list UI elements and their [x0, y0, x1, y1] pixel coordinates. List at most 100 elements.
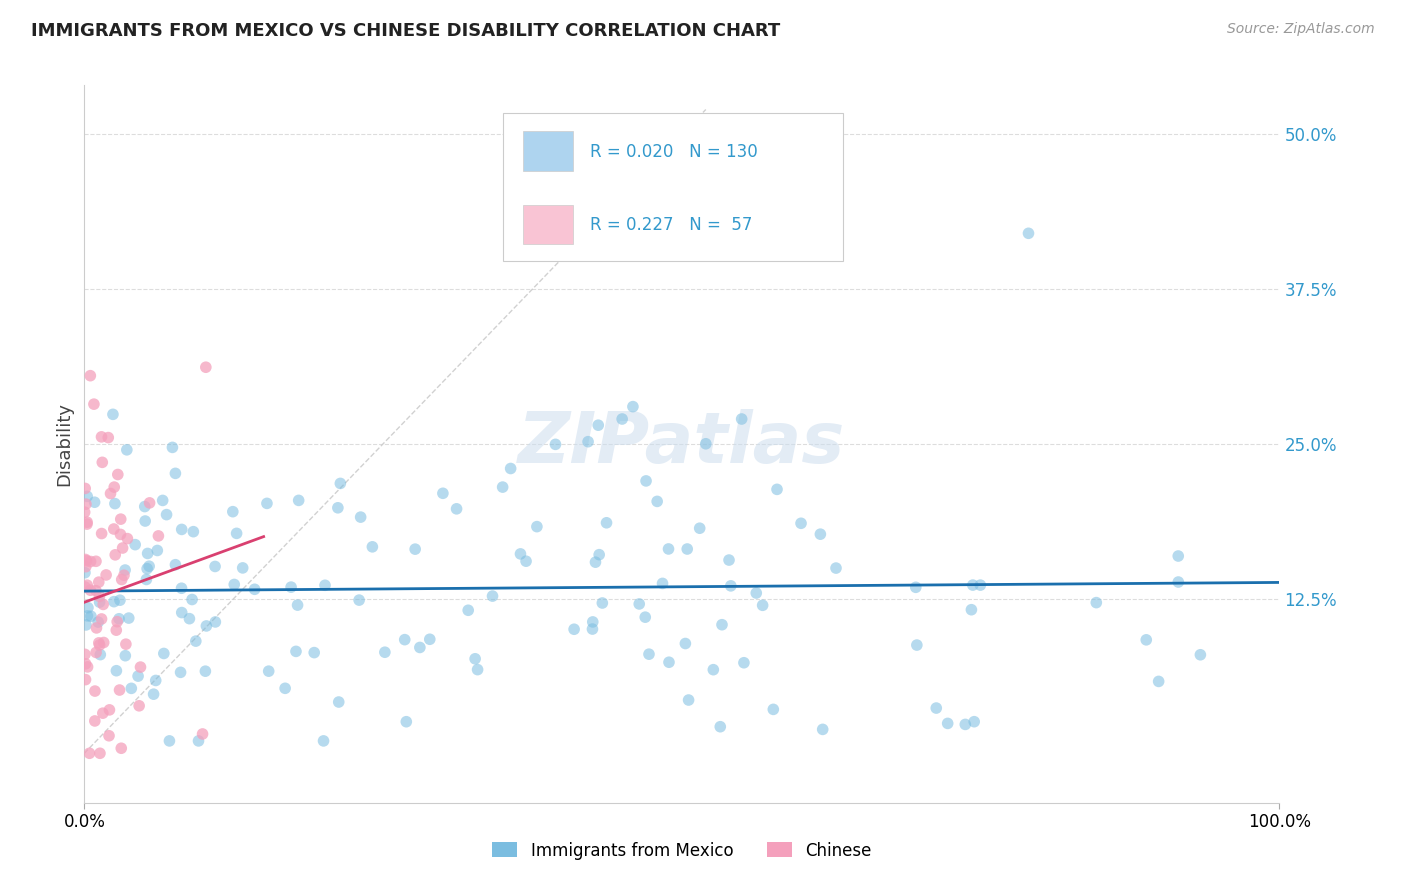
Point	[79, 368, 101, 383]
Point	[326, 500, 349, 515]
Point	[91, 455, 114, 469]
Text: ZIPatlas: ZIPatlas	[519, 409, 845, 478]
Point	[409, 640, 432, 655]
Point	[110, 527, 132, 541]
Point	[905, 638, 928, 652]
Point	[110, 741, 132, 756]
Point	[711, 617, 734, 632]
Point	[90, 526, 112, 541]
Point	[169, 665, 191, 680]
Point	[77, 600, 100, 615]
Point	[925, 701, 948, 715]
Point	[657, 541, 679, 556]
Point	[73, 505, 96, 519]
Point	[374, 645, 396, 659]
Point	[155, 508, 177, 522]
Point	[285, 644, 308, 658]
Point	[904, 580, 927, 594]
Point	[645, 494, 668, 508]
Point	[94, 568, 117, 582]
Point	[745, 586, 768, 600]
Point	[720, 579, 742, 593]
Point	[75, 552, 97, 566]
Point	[673, 636, 696, 650]
Point	[811, 723, 834, 737]
Point	[114, 563, 136, 577]
Point	[731, 412, 754, 426]
Point	[1085, 596, 1108, 610]
Point	[969, 578, 991, 592]
Point	[87, 575, 110, 590]
Point	[404, 542, 426, 557]
Point	[76, 554, 98, 568]
Point	[499, 461, 522, 475]
Point	[108, 612, 131, 626]
Point	[84, 583, 107, 598]
Point	[170, 606, 193, 620]
Point	[960, 603, 983, 617]
Point	[651, 576, 673, 591]
Point	[582, 615, 605, 629]
Point	[87, 615, 110, 629]
Point	[936, 716, 959, 731]
Point	[1147, 674, 1170, 689]
Point	[170, 523, 193, 537]
Point	[136, 562, 159, 576]
Point	[581, 622, 603, 636]
Point	[73, 566, 96, 580]
Point	[194, 664, 217, 678]
Point	[138, 559, 160, 574]
Point	[195, 619, 218, 633]
Point	[73, 580, 96, 594]
Point	[76, 660, 98, 674]
Point	[544, 437, 567, 451]
Point	[107, 467, 129, 482]
Point	[98, 703, 121, 717]
Point	[1167, 549, 1189, 563]
Point	[509, 547, 531, 561]
Point	[287, 493, 309, 508]
Point	[204, 615, 226, 629]
Point	[76, 489, 98, 503]
Point	[751, 599, 773, 613]
Point	[128, 698, 150, 713]
Point	[287, 598, 309, 612]
Point	[80, 609, 103, 624]
Text: R = 0.227   N =  57: R = 0.227 N = 57	[591, 216, 752, 234]
Point	[328, 695, 350, 709]
Legend: Immigrants from Mexico, Chinese: Immigrants from Mexico, Chinese	[485, 835, 879, 866]
Point	[676, 541, 699, 556]
Point	[446, 501, 468, 516]
Point	[97, 431, 120, 445]
Point	[695, 436, 717, 450]
Point	[224, 577, 246, 591]
Point	[79, 555, 101, 569]
Point	[108, 683, 131, 698]
Point	[709, 720, 731, 734]
Point	[148, 529, 170, 543]
Point	[394, 632, 416, 647]
Point	[76, 515, 98, 529]
Point	[84, 684, 107, 698]
Point	[145, 673, 167, 688]
Point	[963, 714, 986, 729]
Point	[105, 664, 128, 678]
Point	[84, 645, 107, 659]
Point	[105, 615, 128, 629]
Point	[75, 673, 97, 687]
Point	[634, 610, 657, 624]
Point	[73, 648, 96, 662]
Point	[90, 612, 112, 626]
Point	[766, 483, 789, 497]
Point	[83, 495, 105, 509]
Point	[612, 412, 634, 426]
Point	[90, 430, 112, 444]
Point	[179, 612, 201, 626]
Point	[621, 400, 644, 414]
Point	[191, 727, 214, 741]
Point	[658, 655, 681, 669]
Point	[492, 480, 515, 494]
Point	[361, 540, 384, 554]
Point	[204, 559, 226, 574]
Point	[274, 681, 297, 696]
